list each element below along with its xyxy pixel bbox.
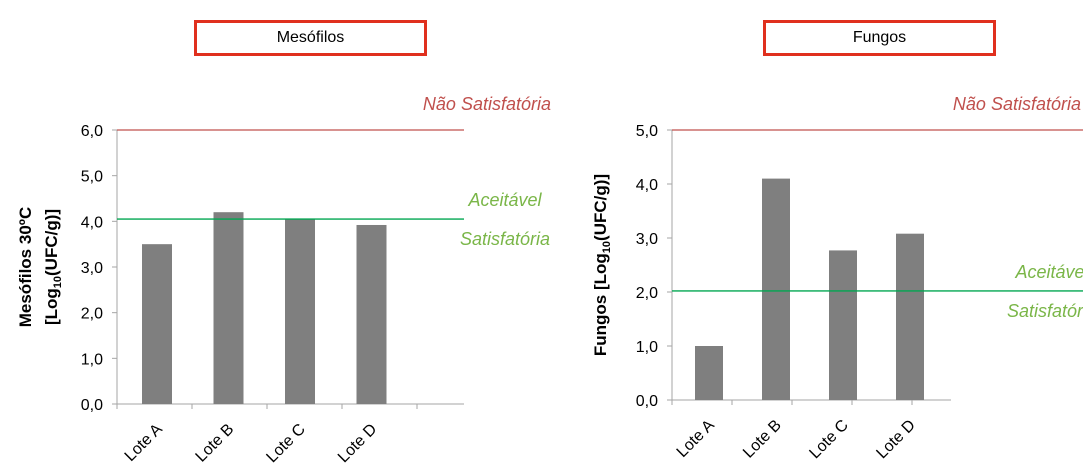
bar bbox=[285, 219, 315, 404]
x-tick-label: Lote D bbox=[335, 421, 380, 466]
bar bbox=[213, 212, 244, 404]
limit-label-aceitavel: Aceitável bbox=[467, 190, 542, 210]
y-tick-label: 5,0 bbox=[81, 169, 103, 186]
y-tick-label: 1,0 bbox=[636, 339, 658, 356]
y-tick-label: 5,0 bbox=[636, 123, 658, 140]
y-tick-label: 3,0 bbox=[81, 260, 103, 277]
bar bbox=[762, 178, 790, 400]
x-tick-label: Lote C bbox=[263, 421, 308, 466]
chart-title-text: Fungos bbox=[852, 29, 907, 46]
y-tick-label: 0,0 bbox=[636, 393, 658, 410]
y-axis-label: [Log10(UFC/g)] bbox=[42, 209, 64, 325]
x-tick-label: Lote B bbox=[740, 417, 785, 462]
y-axis-label: Mesófilos 30ºC bbox=[16, 207, 35, 328]
chart-title-text: Mesófilos bbox=[276, 29, 345, 46]
bar bbox=[356, 224, 387, 404]
y-tick-label: 3,0 bbox=[636, 231, 658, 248]
chart-fungos: 0,0 1,0 2,0 3,0 4,0 5,0 Lote A Lote B Lote C Lote… bbox=[591, 94, 1083, 462]
y-axis-label: Fungos [Log10(UFC/g)] bbox=[591, 174, 613, 356]
y-tick-label: 2,0 bbox=[81, 306, 103, 323]
y-tick-label: 6,0 bbox=[81, 123, 103, 140]
x-tick-label: Lote D bbox=[873, 417, 918, 462]
x-tick-label: Lote C bbox=[806, 417, 851, 462]
bar bbox=[829, 250, 857, 400]
y-tick-label: 4,0 bbox=[636, 177, 658, 194]
limit-label-nao-satisfatoria: Não Satisfatória bbox=[953, 94, 1081, 114]
chart-title-mesofilos: Mesófilos bbox=[194, 20, 427, 56]
limit-label-satisfatoria: Satisfatória bbox=[460, 229, 550, 249]
bar bbox=[695, 346, 723, 400]
x-tick-label: Lote A bbox=[674, 417, 718, 461]
y-tick-label: 2,0 bbox=[636, 285, 658, 302]
y-tick-label: 4,0 bbox=[81, 214, 103, 231]
limit-label-nao-satisfatoria: Não Satisfatória bbox=[423, 94, 551, 114]
x-tick-label: Lote A bbox=[122, 421, 166, 465]
bar bbox=[142, 244, 172, 404]
y-tick-label: 0,0 bbox=[81, 397, 103, 414]
chart-mesofilos: 0,0 1,0 2,0 3,0 4,0 5,0 6,0 Lote A Lote B Lote C L… bbox=[16, 94, 551, 466]
limit-label-satisfatoria: Satisfatória bbox=[1007, 301, 1083, 321]
limit-label-aceitavel: Aceitável bbox=[1014, 262, 1083, 282]
y-tick-label: 1,0 bbox=[81, 351, 103, 368]
chart-title-fungos: Fungos bbox=[763, 20, 996, 56]
x-tick-label: Lote B bbox=[193, 421, 238, 466]
bar bbox=[896, 233, 924, 400]
